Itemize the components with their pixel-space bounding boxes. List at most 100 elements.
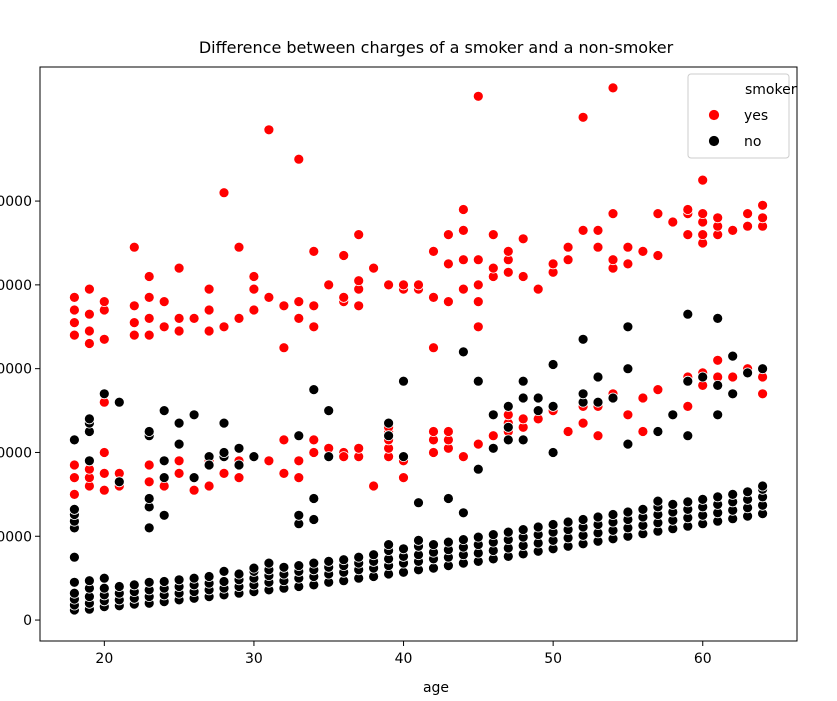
data-point-yes-49 — [203, 480, 215, 492]
data-point-yes-92 — [353, 442, 365, 454]
data-point-no-181 — [502, 434, 514, 446]
data-point-yes-33 — [143, 476, 155, 488]
data-point-yes-185 — [697, 174, 709, 186]
data-point-no-89 — [248, 451, 260, 463]
data-point-no-170 — [472, 463, 484, 475]
data-point-no-251 — [682, 496, 694, 508]
data-point-yes-126 — [472, 279, 484, 291]
data-point-no-157 — [442, 536, 454, 548]
legend-marker-yes — [708, 109, 720, 121]
data-point-no-30 — [113, 396, 125, 408]
data-point-no-19 — [84, 455, 95, 467]
data-point-no-194 — [532, 521, 544, 533]
data-point-yes-83 — [338, 291, 350, 303]
data-point-yes-176 — [682, 229, 694, 241]
data-point-yes-147 — [547, 258, 559, 270]
data-point-yes-128 — [472, 90, 484, 102]
data-point-no-109 — [308, 557, 320, 569]
data-point-yes-134 — [502, 266, 514, 278]
data-point-no-148 — [413, 535, 424, 546]
y-tick-label-3: 0000 — [0, 362, 32, 378]
data-point-no-203 — [547, 447, 559, 458]
data-point-yes-174 — [652, 384, 664, 396]
data-point-yes-17 — [98, 296, 110, 308]
data-point-yes-27 — [128, 241, 140, 253]
data-point-yes-63 — [263, 291, 275, 303]
data-point-no-50 — [158, 405, 170, 417]
data-point-yes-35 — [158, 296, 170, 308]
data-point-yes-94 — [368, 480, 380, 492]
legend-label-no: no — [744, 134, 761, 150]
data-point-yes-201 — [757, 388, 768, 400]
data-point-no-74 — [218, 566, 230, 577]
data-point-yes-150 — [562, 241, 574, 253]
data-point-no-25 — [98, 388, 110, 400]
data-point-no-266 — [712, 409, 724, 421]
data-point-yes-87 — [353, 300, 365, 312]
data-point-yes-19 — [98, 447, 110, 458]
data-point-yes-42 — [173, 455, 185, 467]
data-point-no-176 — [487, 442, 499, 454]
data-point-no-116 — [323, 556, 335, 567]
data-point-yes-75 — [308, 321, 320, 333]
data-point-no-137 — [383, 430, 395, 442]
data-point-no-164 — [457, 346, 469, 358]
x-tick-label-2: 40 — [395, 651, 413, 667]
data-point-yes-164 — [607, 82, 619, 94]
data-point-no-44 — [143, 426, 155, 437]
data-point-no-180 — [502, 526, 514, 538]
data-point-yes-184 — [697, 208, 709, 220]
data-point-no-4 — [69, 576, 80, 588]
data-point-no-214 — [577, 388, 589, 400]
data-point-no-246 — [667, 498, 679, 510]
data-point-yes-118 — [442, 426, 454, 437]
data-point-no-64 — [188, 472, 200, 484]
data-point-yes-133 — [487, 430, 499, 442]
data-point-yes-48 — [203, 283, 215, 295]
data-point-no-18 — [84, 413, 95, 425]
y-tick-label-2: 0000 — [0, 445, 32, 461]
data-point-yes-151 — [562, 426, 574, 437]
data-point-no-63 — [188, 409, 200, 421]
data-point-yes-123 — [457, 451, 469, 463]
data-point-yes-70 — [293, 312, 305, 324]
data-point-yes-47 — [203, 304, 215, 316]
data-point-yes-158 — [592, 224, 604, 236]
data-point-no-229 — [622, 506, 634, 518]
data-point-no-272 — [727, 388, 739, 400]
plot-area — [69, 82, 768, 616]
data-point-no-29 — [113, 581, 125, 592]
data-point-no-175 — [487, 409, 499, 421]
data-point-yes-5 — [69, 472, 80, 484]
data-point-yes-74 — [293, 455, 305, 467]
data-point-yes-115 — [442, 229, 454, 241]
data-point-yes-109 — [428, 342, 439, 354]
data-point-no-9 — [69, 503, 80, 515]
data-point-yes-20 — [98, 467, 110, 479]
data-point-yes-40 — [173, 262, 185, 274]
data-point-no-94 — [263, 557, 275, 569]
data-point-no-73 — [218, 576, 230, 587]
data-point-no-247 — [667, 409, 679, 421]
data-point-yes-108 — [428, 245, 439, 257]
data-point-yes-129 — [472, 438, 484, 450]
data-point-yes-131 — [487, 262, 499, 274]
data-point-yes-154 — [577, 417, 589, 429]
data-point-no-5 — [69, 551, 80, 563]
data-point-no-283 — [757, 363, 768, 375]
data-point-yes-110 — [428, 447, 439, 458]
data-point-yes-45 — [188, 484, 200, 496]
data-point-yes-173 — [652, 208, 664, 220]
data-point-yes-68 — [278, 434, 290, 446]
data-point-no-201 — [547, 359, 559, 370]
data-point-no-259 — [697, 371, 709, 383]
legend[interactable]: smoker yes no — [687, 73, 797, 159]
data-point-yes-194 — [727, 371, 739, 383]
data-point-yes-140 — [517, 271, 529, 282]
data-point-no-174 — [487, 529, 499, 540]
data-point-yes-143 — [517, 413, 529, 425]
data-point-no-163 — [457, 507, 469, 519]
data-point-yes-54 — [233, 312, 245, 324]
data-point-no-15 — [84, 575, 95, 587]
data-point-yes-127 — [472, 254, 484, 266]
